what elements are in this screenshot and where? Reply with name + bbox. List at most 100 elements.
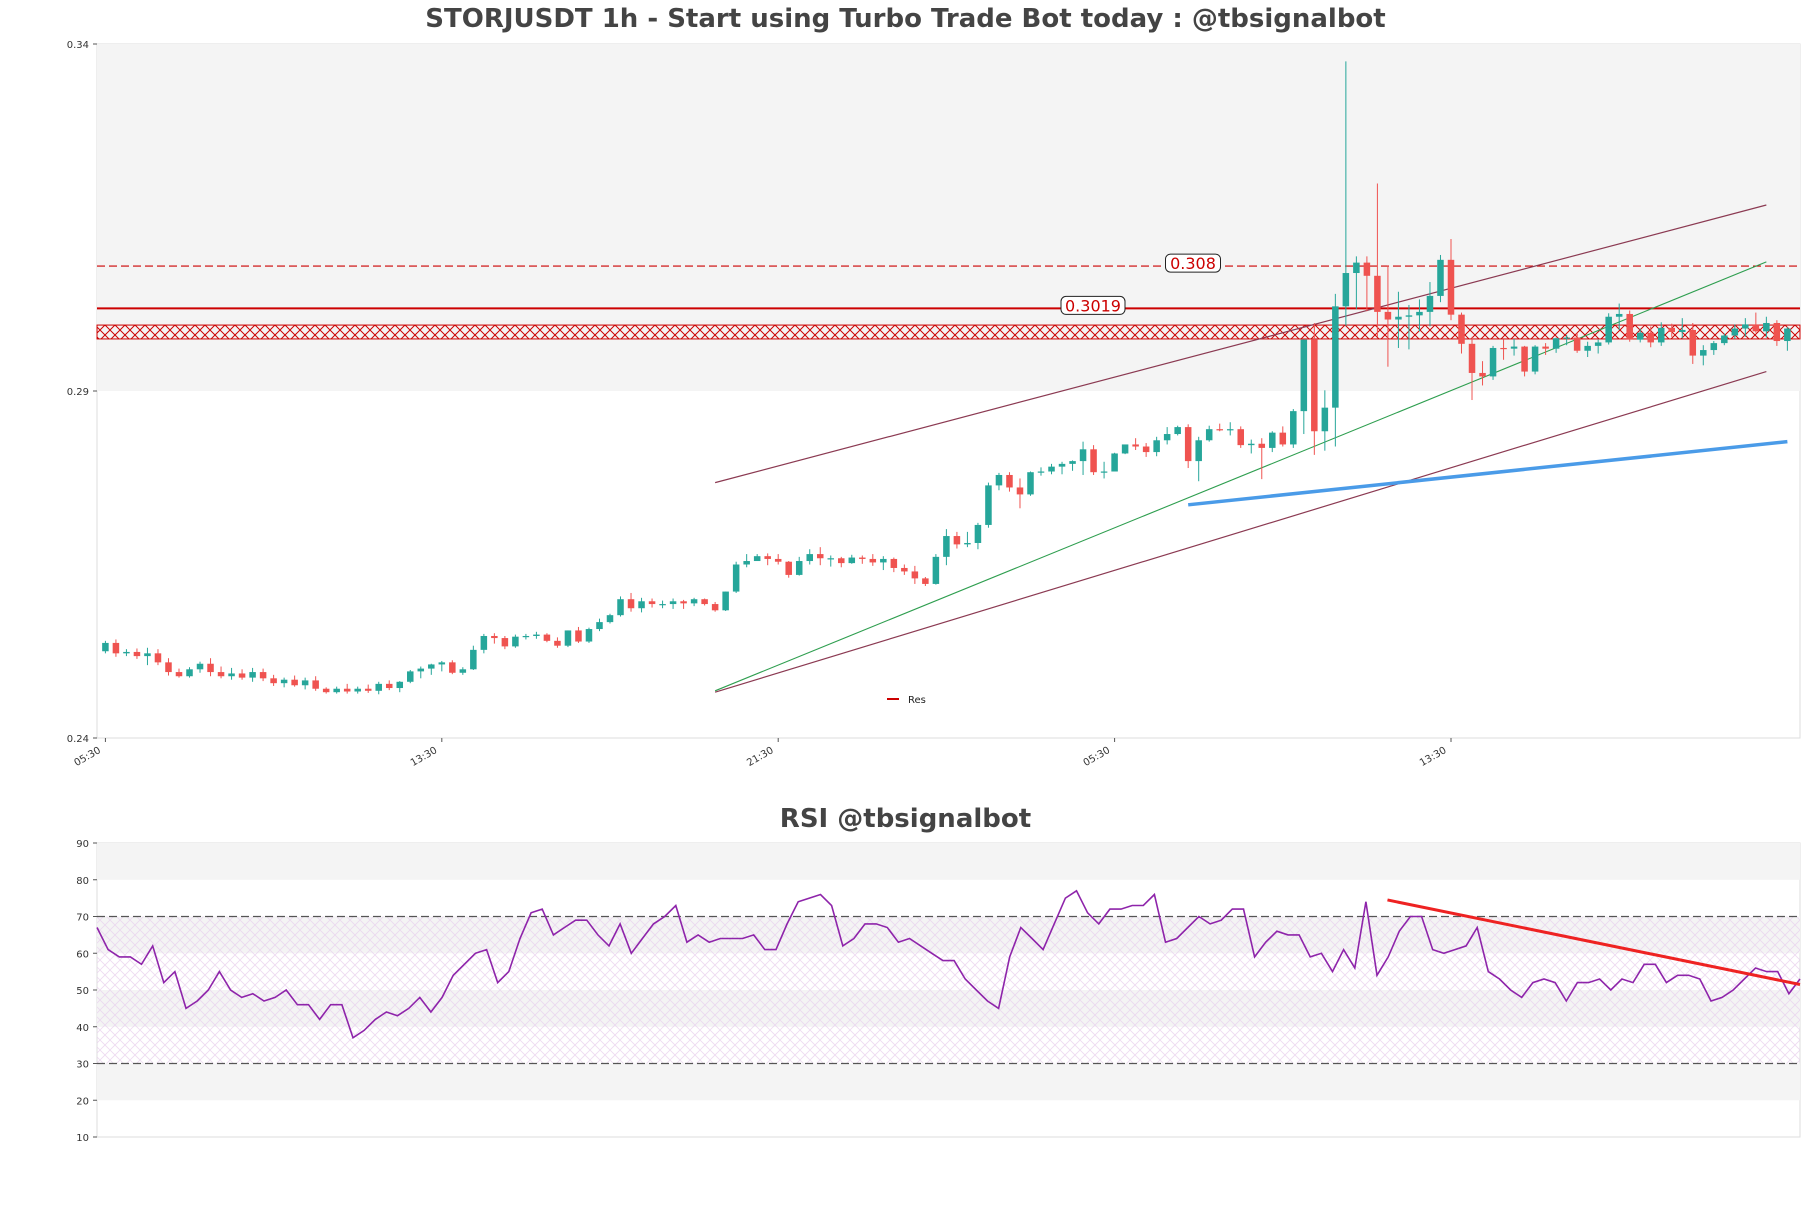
rsi-y-tick-label: 90 [76,839,89,850]
candle-body [1563,337,1570,339]
candle-body [322,688,330,693]
x-tick-label: 05:30 [1082,745,1112,769]
candle-body [1679,329,1686,333]
candle-body [596,622,603,630]
candle-body [186,669,193,677]
candle-body [880,558,887,563]
candle-body [280,679,288,684]
candle-body [343,688,351,692]
rsi-y-tick-label: 40 [76,1023,89,1034]
candle-body [659,604,666,606]
candle-body [491,635,498,639]
candle-body [911,571,919,579]
candle-body [102,642,109,652]
candle-body [806,554,813,562]
candle-body [690,599,698,604]
candle-body [428,664,435,669]
candle-body [301,680,309,686]
candle-body [1458,314,1465,344]
candle-body [953,536,961,545]
rsi-y-tick-label: 10 [76,1133,89,1144]
candle-body [1079,449,1087,462]
candle-body [417,668,425,672]
candle-body [1395,316,1402,320]
candle-body [922,578,929,584]
candle-body [449,662,456,673]
candle-body [470,649,477,670]
resistance-label-box [1060,295,1126,315]
candle-body [1710,343,1718,351]
candle-body [480,635,488,650]
y-tick-label: 0.24 [67,734,89,745]
candle-body [1721,335,1728,344]
candle-body [680,601,687,604]
candle-body [974,524,982,543]
candle-body [1615,313,1623,317]
candle-body [133,651,141,657]
channel-upper-line [714,204,1767,484]
candle-body [1069,461,1076,464]
candle-body [606,615,614,623]
rsi-y-tick-label: 70 [76,913,89,924]
rsi-band [97,843,1800,880]
candle-body [1416,311,1423,316]
candle-body [827,558,835,560]
candle-body [1763,322,1770,332]
candle-body [1174,427,1181,435]
candle-body [932,556,940,584]
candle-body [112,642,120,654]
y-tick-label: 0.34 [67,40,89,51]
candle-body [1605,316,1612,343]
candle-body [774,558,782,562]
candle-body [1016,487,1024,495]
channel-lower-line [714,370,1767,693]
legend-label: Res [908,695,926,706]
candle-body [1689,329,1697,356]
candle-body [1384,311,1392,320]
rsi-trend-line [1387,898,1801,986]
candle-body [1258,443,1266,448]
candle-body [354,688,361,692]
candle-body [1731,328,1739,336]
candle-body [743,561,750,565]
candle-body [1353,262,1360,274]
rsi-y-tick-label: 30 [76,1060,89,1071]
resistance-label-box [1165,253,1221,273]
candle-body [901,567,908,572]
candle-body [1058,463,1066,467]
candle-body [648,601,656,605]
candle-body [1657,327,1665,343]
candle-body [1163,434,1171,441]
candle-body [438,662,446,665]
candle-body [1237,429,1245,446]
candle-body [701,599,708,605]
candle-body [564,630,572,646]
candle-body [1542,346,1549,349]
candle-body [1626,313,1633,340]
y-tick-label: 0.29 [67,387,89,398]
candle-body [995,474,1003,486]
candle-body [585,629,593,642]
candle-body [1290,411,1297,445]
x-tick-label: 13:30 [1418,745,1448,769]
candle-body [1142,446,1150,453]
support-trend-line [1187,439,1788,507]
candle-body [943,536,950,557]
x-tick-label: 21:30 [745,745,775,769]
candle-body [638,601,645,609]
rsi-y-tick-label: 80 [76,876,89,887]
candle-body [1374,275,1381,312]
candle-body [869,558,877,563]
rsi-line [96,889,1801,1040]
candle-body [722,591,729,611]
candle-body [1037,471,1045,473]
resistance-zone [96,324,1801,340]
candle-body [764,556,771,559]
candle-body [848,557,856,564]
candle-body [407,671,414,682]
candle-body [753,556,761,562]
candle-body [617,599,624,616]
candle-body [512,636,519,647]
